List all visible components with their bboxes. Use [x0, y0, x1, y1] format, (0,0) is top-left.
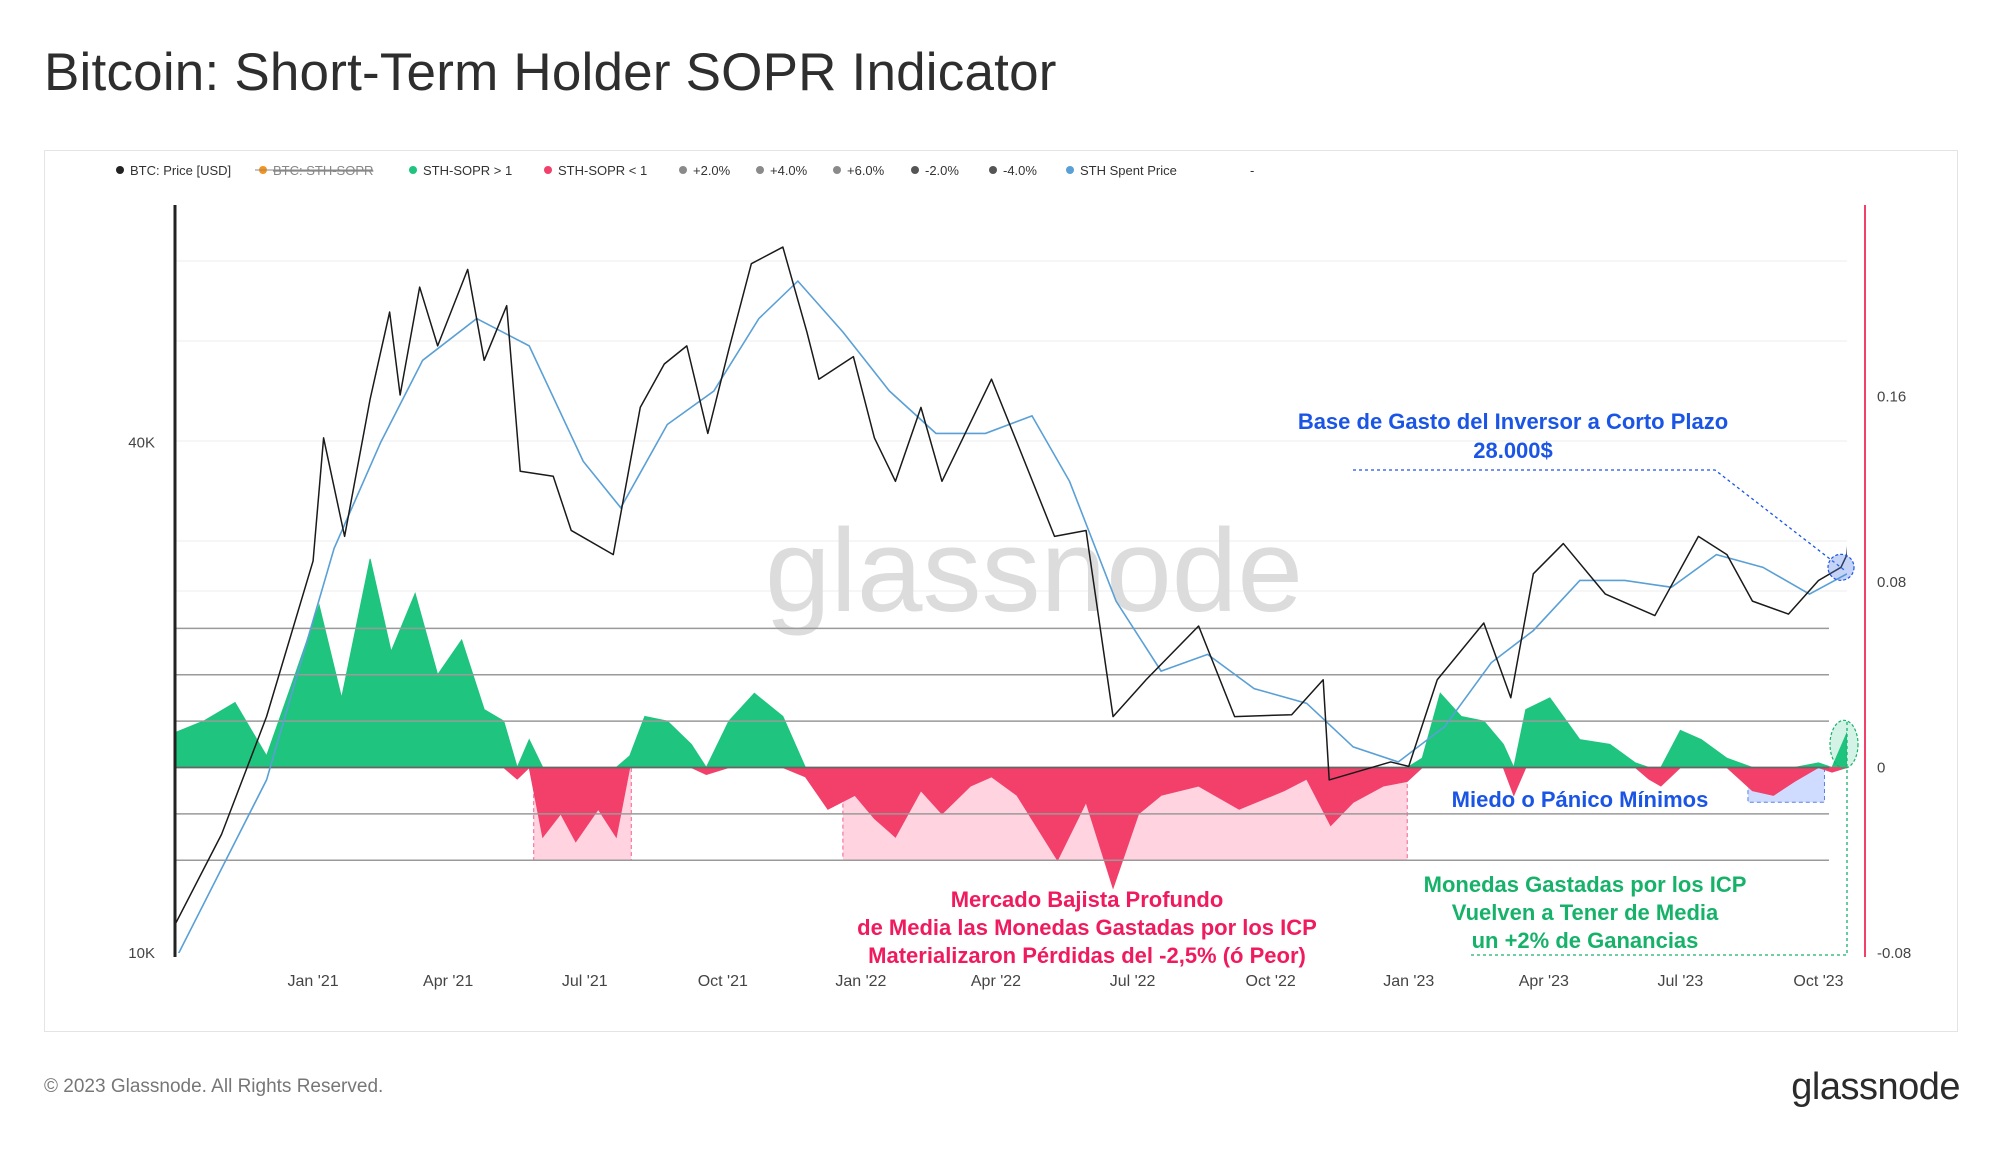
bear-market-label: Materializaron Pérdidas del -2,5% (ó Peo… [868, 943, 1306, 968]
x-axis-tick-label: Jul '22 [1110, 973, 1156, 990]
x-axis-tick-label: Jan '21 [288, 973, 339, 990]
x-axis-tick-label: Jul '23 [1658, 973, 1704, 990]
x-axis-tick-label: Oct '23 [1793, 973, 1843, 990]
fear-label: Miedo o Pánico Mínimos [1452, 787, 1709, 812]
cost-basis-pointer [1353, 469, 1845, 571]
left-axis-tick-label: 40K [128, 434, 155, 451]
reference-lines [175, 627, 1829, 862]
legend-label: -4.0% [1003, 163, 1037, 178]
legend-marker [544, 166, 552, 174]
x-axis-tick-label: Oct '22 [1246, 973, 1296, 990]
sth-spent-price-line [177, 279, 1847, 953]
right-axis-tick-label: -0.08 [1877, 945, 1911, 962]
watermark: glassnode [765, 505, 1303, 637]
x-axis-tick-label: Apr '23 [1519, 973, 1569, 990]
cost-basis-value: 28.000$ [1473, 438, 1553, 463]
legend-label: +2.0% [693, 163, 731, 178]
legend-marker [116, 166, 124, 174]
chart-title: Bitcoin: Short-Term Holder SOPR Indicato… [44, 43, 1057, 102]
axes: 10K 40K 0.16 0.08 0 -0.08 Jan '21 Apr '21 Jul '2… [128, 205, 1911, 990]
glassnode-logo[interactable]: glassnode [1791, 1066, 1960, 1108]
x-axis-tick-label: Jan '23 [1383, 973, 1434, 990]
profit-label: un +2% de Ganancias [1472, 928, 1699, 953]
bear-market-label: de Media las Monedas Gastadas por los IC… [857, 915, 1317, 940]
legend: BTC: Price [USD] BTC: STH-SOPR STH-SOPR > … [116, 163, 1254, 178]
x-axis-tick-label: Jan '22 [835, 973, 886, 990]
legend-marker [409, 166, 417, 174]
legend-label: +4.0% [770, 163, 808, 178]
x-axis-tick-label: Apr '21 [423, 973, 473, 990]
legend-marker [1066, 166, 1074, 174]
profit-label: Vuelven a Tener de Media [1452, 900, 1719, 925]
legend-label: +6.0% [847, 163, 885, 178]
chart-panel: BTC: Price [USD] BTC: STH-SOPR STH-SOPR > … [44, 150, 1958, 1032]
legend-label: -2.0% [925, 163, 959, 178]
bear-market-label: Mercado Bajista Profundo [951, 887, 1224, 912]
annotations: Base de Gasto del Inversor a Corto Plazo… [857, 409, 1859, 968]
legend-marker [679, 166, 687, 174]
legend-marker [911, 166, 919, 174]
copyright: © 2023 Glassnode. All Rights Reserved. [44, 1076, 384, 1097]
x-axis-tick-label: Oct '21 [698, 973, 748, 990]
right-axis-tick-label: 0.08 [1877, 574, 1906, 591]
legend-label: STH-SOPR < 1 [558, 163, 647, 178]
profit-label: Monedas Gastadas por los ICP [1424, 872, 1747, 897]
right-axis-tick-label: 0 [1877, 760, 1885, 777]
left-axis-tick-label: 10K [128, 945, 155, 962]
legend-label: STH Spent Price [1080, 163, 1177, 178]
legend-label: - [1250, 163, 1254, 178]
cost-basis-label: Base de Gasto del Inversor a Corto Plazo [1298, 409, 1728, 434]
grid-lines [175, 260, 1847, 592]
right-axis-tick-label: 0.16 [1877, 389, 1906, 406]
profit-marker [1829, 719, 1859, 769]
legend-marker [756, 166, 764, 174]
btc-price-line [175, 246, 1847, 926]
cost-basis-marker [1827, 553, 1855, 581]
legend-marker [833, 166, 841, 174]
legend-label: BTC: Price [USD] [130, 163, 231, 178]
legend-label: STH-SOPR > 1 [423, 163, 512, 178]
sopr-chart[interactable]: BTC: Price [USD] BTC: STH-SOPR STH-SOPR > … [45, 151, 1957, 1031]
price-series [175, 246, 1847, 953]
x-axis-tick-label: Jul '21 [562, 973, 608, 990]
x-axis-tick-label: Apr '22 [971, 973, 1021, 990]
legend-marker [989, 166, 997, 174]
